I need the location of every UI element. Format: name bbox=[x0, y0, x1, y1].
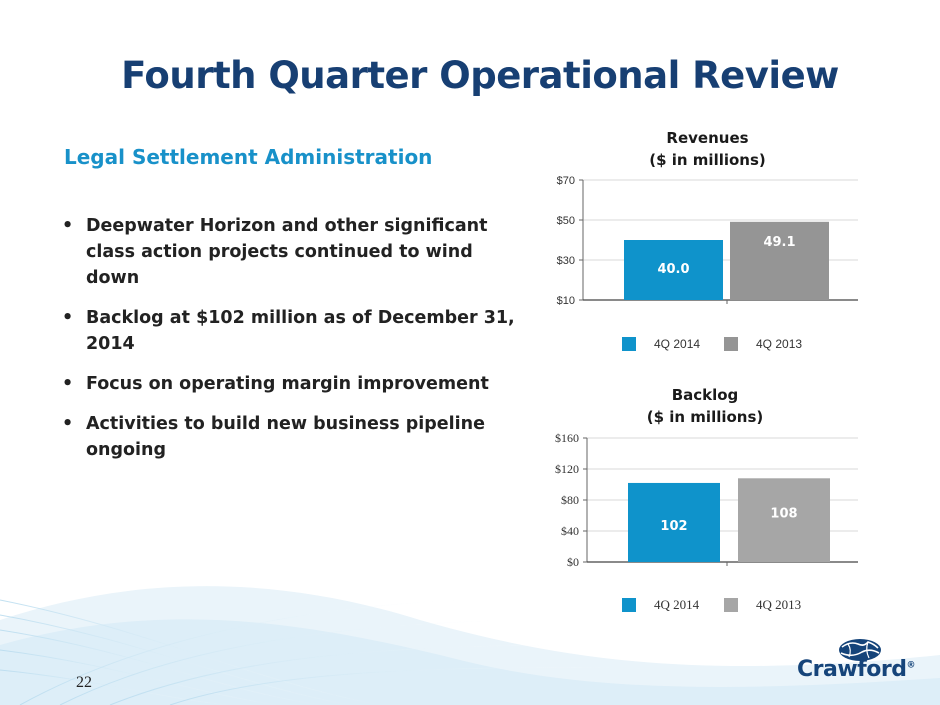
slide-title: Fourth Quarter Operational Review bbox=[121, 54, 839, 97]
section-subtitle: Legal Settlement Administration bbox=[64, 145, 433, 169]
revenues-chart: $10 $30 $50 $70 40.0 49.1 bbox=[557, 175, 858, 307]
page-number: 22 bbox=[76, 674, 92, 691]
bullet-item: Backlog at $102 million as of December 3… bbox=[62, 305, 517, 357]
bullet-item: Focus on operating margin improvement bbox=[62, 371, 517, 397]
bar bbox=[624, 240, 723, 300]
y-tick-label: $160 bbox=[555, 431, 579, 445]
backlog-title-line-2: ($ in millions) bbox=[646, 408, 764, 426]
legend-label-4q2014: 4Q 2014 bbox=[654, 597, 700, 612]
legend-swatch-4q2013 bbox=[724, 337, 738, 351]
bar bbox=[730, 221, 829, 300]
backlog-title-line-1: Backlog bbox=[671, 386, 739, 404]
backlog-chart: $0 $40 $80 $120 $160 102 108 bbox=[555, 431, 858, 569]
data-label: 49.1 bbox=[763, 235, 795, 250]
y-tick-label: $30 bbox=[557, 255, 575, 267]
legend-label-4q2013: 4Q 2013 bbox=[756, 597, 802, 612]
y-tick-label: $70 bbox=[557, 175, 575, 187]
revenues-chart-title: Revenues ($ in millions) bbox=[600, 127, 815, 171]
legend-swatch-4q2013 bbox=[724, 598, 738, 612]
logo-wordmark: Crawford bbox=[797, 657, 907, 682]
y-tick-label: $120 bbox=[555, 462, 579, 476]
backlog-chart-title: Backlog ($ in millions) bbox=[590, 384, 820, 428]
legend-swatch-4q2014 bbox=[622, 598, 636, 612]
bar bbox=[738, 478, 830, 562]
legend-label-4q2014: 4Q 2014 bbox=[654, 337, 701, 351]
revenues-title-line-1: Revenues bbox=[666, 129, 749, 147]
y-tick-label: $0 bbox=[567, 555, 579, 569]
data-label: 102 bbox=[660, 519, 687, 534]
y-tick-label: $80 bbox=[561, 493, 579, 507]
logo-registered-mark: ® bbox=[906, 660, 915, 671]
data-label: 40.0 bbox=[657, 262, 689, 277]
bullet-item: Deepwater Horizon and other significant … bbox=[62, 213, 517, 291]
bullet-list: Deepwater Horizon and other significant … bbox=[62, 213, 517, 477]
legend-label-4q2013: 4Q 2013 bbox=[756, 337, 803, 351]
crawford-logo-text: Crawford® bbox=[797, 657, 915, 682]
background-wave-graphic bbox=[0, 586, 940, 705]
bullet-item: Activities to build new business pipelin… bbox=[62, 411, 517, 463]
revenues-title-line-2: ($ in millions) bbox=[649, 151, 766, 169]
y-tick-label: $50 bbox=[557, 215, 575, 227]
y-tick-label: $10 bbox=[557, 295, 575, 307]
bar bbox=[628, 482, 720, 562]
legend-swatch-4q2014 bbox=[622, 337, 636, 351]
crawford-globe-icon bbox=[839, 639, 881, 661]
y-tick-label: $40 bbox=[561, 524, 579, 538]
data-label: 108 bbox=[770, 506, 797, 521]
